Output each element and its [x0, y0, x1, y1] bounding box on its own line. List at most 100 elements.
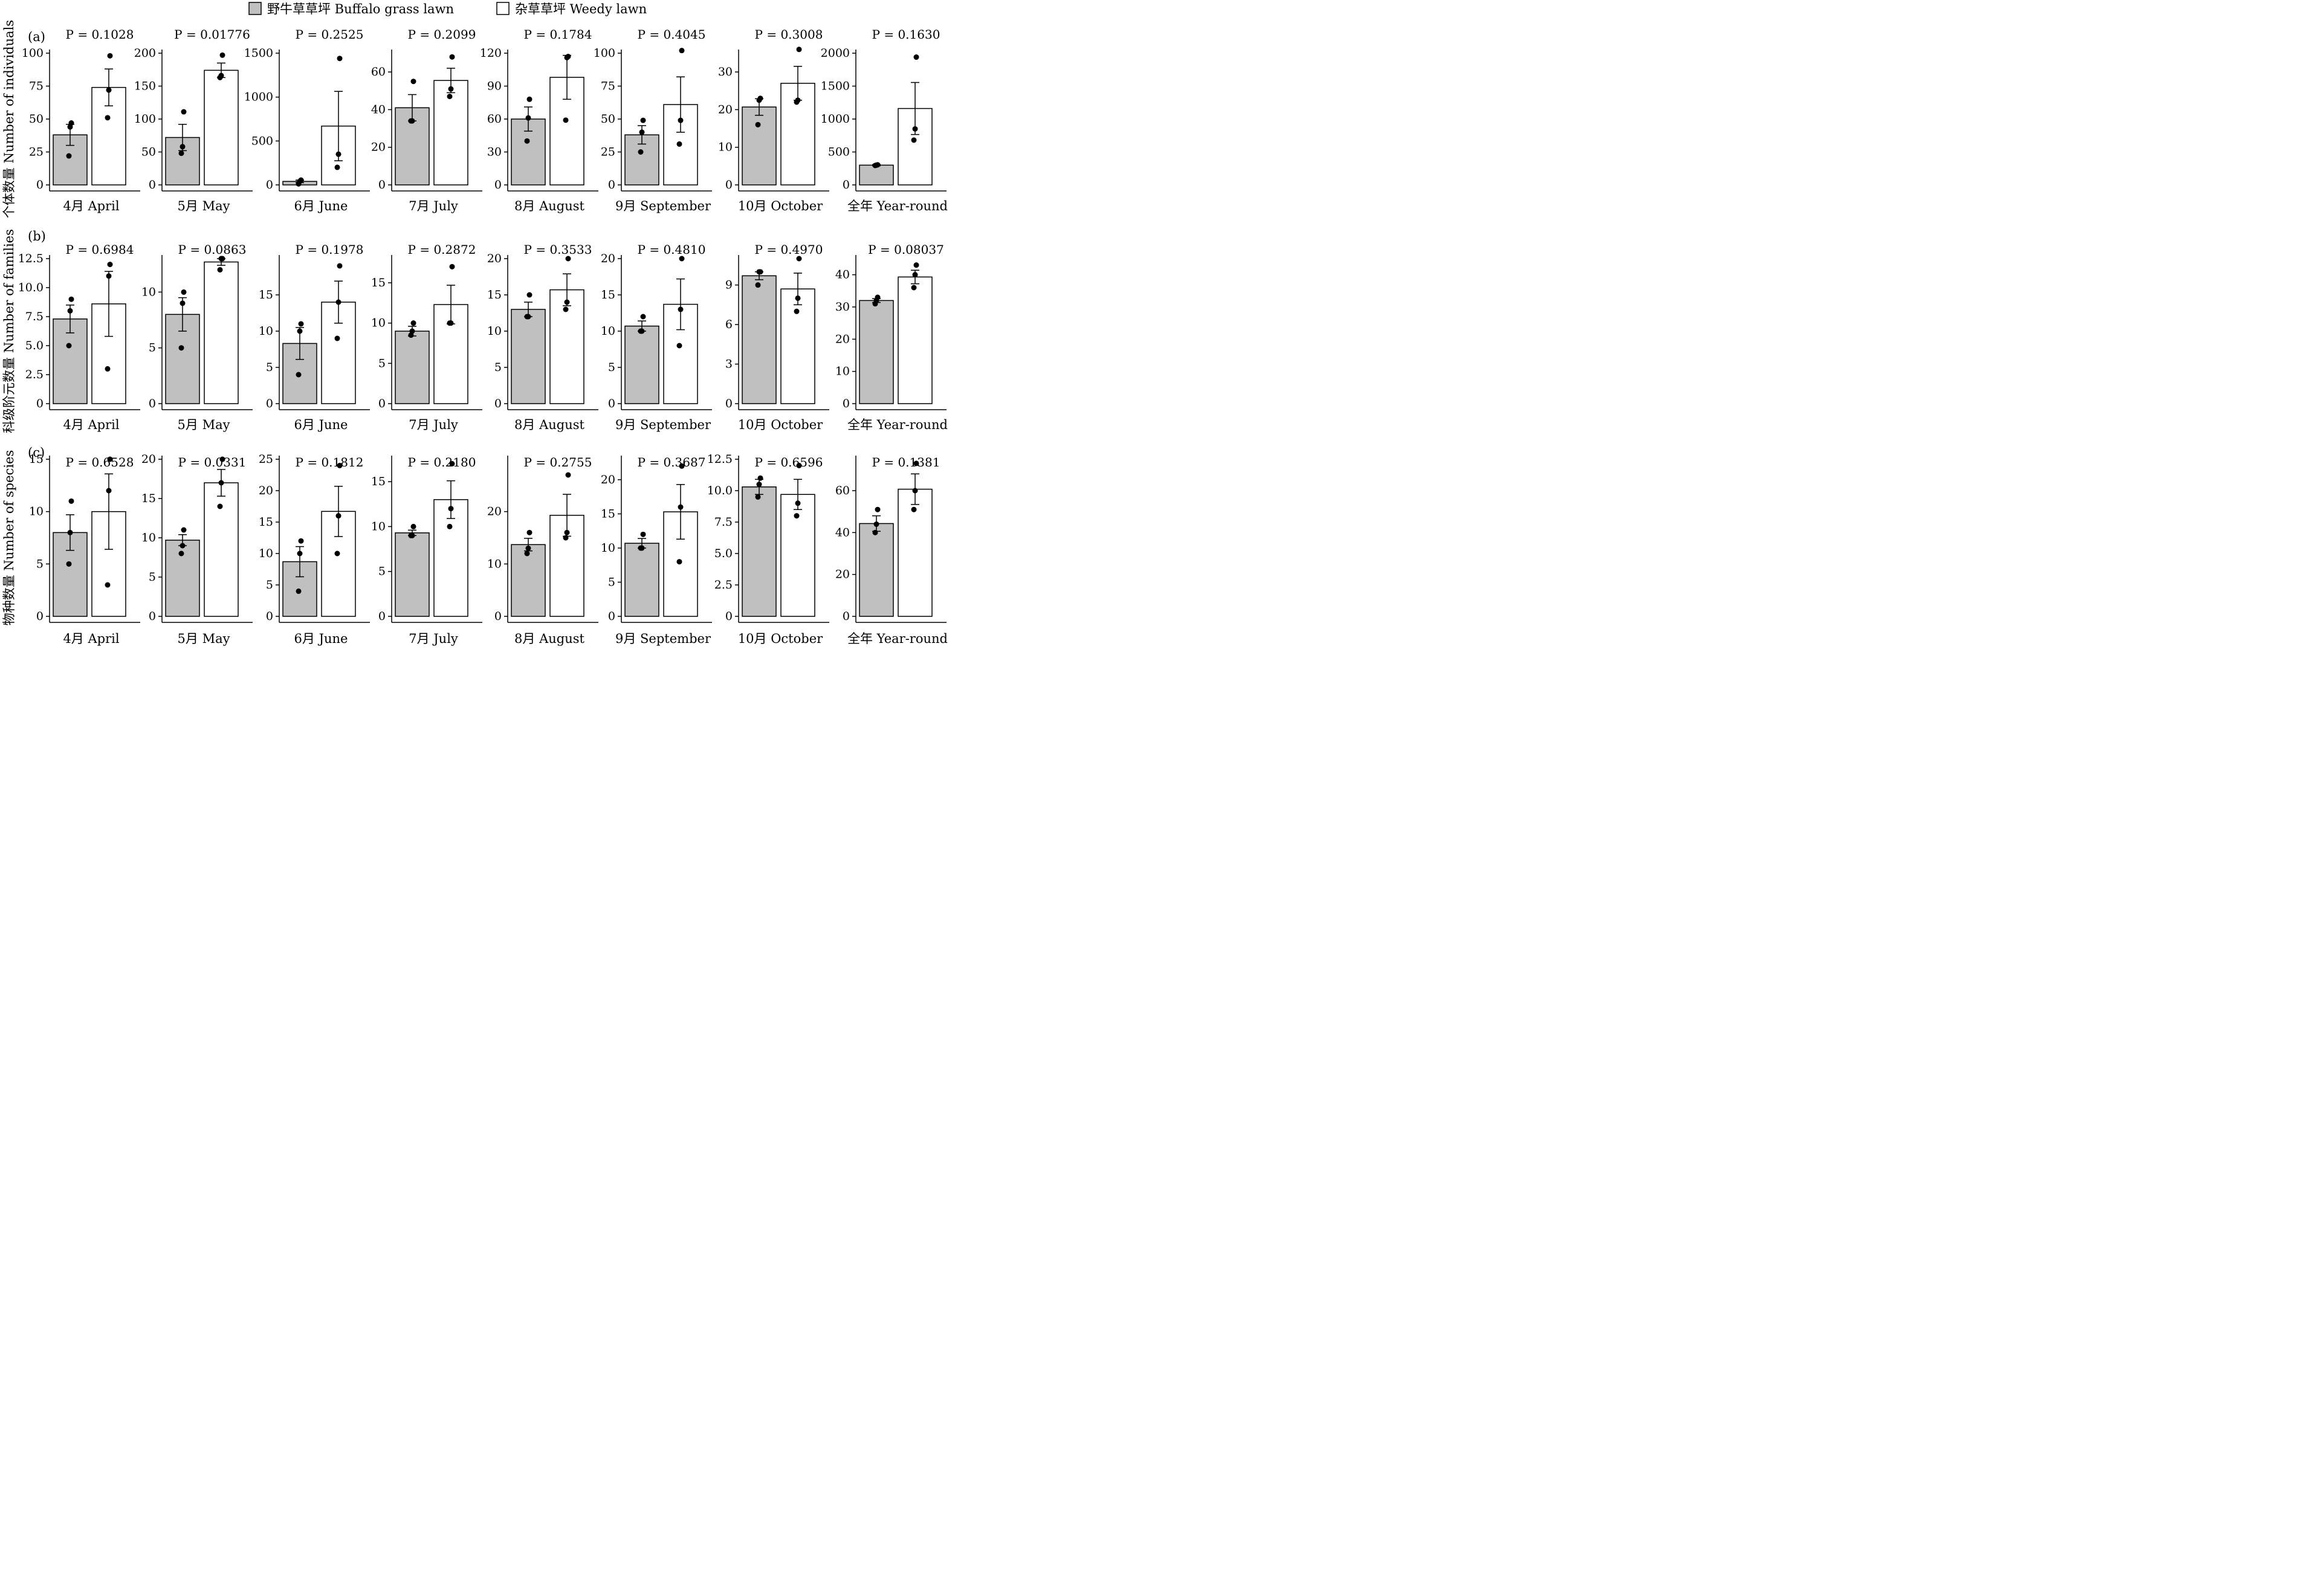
x-category-label: 10月 October: [738, 631, 823, 646]
replicate-point: [526, 96, 532, 102]
panel-letter-b: (b): [28, 229, 46, 244]
replicate-point: [107, 53, 113, 59]
y-tick-label: 5.0: [714, 547, 733, 560]
y-tick-label: 7.5: [714, 515, 733, 529]
panel-letter: (b): [28, 229, 46, 244]
y-tick-label: 12.5: [707, 453, 733, 466]
y-tick-label: 10: [601, 541, 615, 555]
replicate-point: [875, 162, 881, 168]
bar-buffalo-grass: [511, 309, 546, 404]
chart-panel: 0 5 10 15 P = 0.6528 4月 April: [29, 453, 140, 646]
chart-panel: 0 2.5 5.0 7.5 10.0 12.5 P = 0.6984 4月 April: [18, 242, 140, 432]
y-tick-label: 0: [149, 178, 156, 192]
y-tick-label: 25: [259, 453, 273, 466]
y-tick-label: 150: [134, 80, 156, 93]
y-tick-label: 10: [141, 531, 156, 544]
y-tick-label: 1000: [821, 112, 850, 126]
p-value-label: P = 0.6984: [66, 242, 134, 257]
y-tick-label: 1500: [244, 47, 273, 60]
replicate-point: [796, 256, 802, 262]
x-category-label: 10月 October: [738, 418, 823, 432]
y-tick-label: 20: [718, 103, 733, 116]
replicate-point: [795, 97, 801, 103]
y-axis-label: 物种数量 Number of species: [2, 450, 16, 626]
replicate-point: [795, 295, 801, 301]
p-value-label: P = 0.1812: [296, 455, 364, 470]
replicate-point: [296, 588, 302, 594]
replicate-point: [298, 177, 304, 183]
y-tick-label: 100: [594, 47, 615, 60]
y-tick-label: 10: [371, 317, 386, 330]
bar-buffalo-grass: [511, 544, 546, 617]
replicate-point: [449, 460, 455, 466]
y-tick-label: 0: [378, 178, 386, 192]
y-tick-label: 20: [487, 505, 502, 518]
y-tick-label: 40: [835, 268, 850, 282]
replicate-point: [297, 328, 303, 334]
replicate-point: [180, 144, 186, 150]
chart-panel: 0 20 40 60 P = 0.1381 全年 Year-round: [835, 455, 948, 646]
bar-weedy-lawn: [549, 289, 584, 404]
replicate-point: [105, 115, 111, 121]
y-tick-label: 20: [835, 332, 850, 346]
replicate-point: [449, 54, 455, 60]
y-tick-label: 5: [378, 565, 386, 578]
y-tick-label: 5: [608, 361, 615, 374]
replicate-point: [178, 345, 184, 351]
y-tick-label: 6: [725, 318, 733, 331]
replicate-point: [66, 153, 72, 159]
replicate-point: [337, 56, 343, 62]
chart-panel: 0 25 50 75 100 P = 0.1028 4月 April: [22, 27, 140, 213]
bar-weedy-lawn: [898, 276, 933, 404]
chart-panel: 0 10 20 P = 0.2755 8月 August: [487, 455, 598, 646]
replicate-point: [178, 150, 184, 157]
replicate-point: [639, 129, 645, 135]
replicate-point: [755, 282, 761, 288]
replicate-point: [639, 328, 645, 334]
bar-buffalo-grass: [395, 331, 430, 404]
replicate-point: [337, 263, 343, 269]
y-tick-label: 50: [601, 112, 615, 126]
replicate-point: [219, 52, 225, 58]
chart-panel: 0 2.5 5.0 7.5 10.0 12.5 P = 0.6596 10月 October: [707, 453, 829, 646]
figure: 野牛草草坪 Buffalo grass lawn 杂草草坪 Weedy lawn…: [0, 0, 948, 648]
y-tick-label: 75: [601, 80, 615, 93]
p-value-label: P = 0.4970: [755, 242, 823, 257]
replicate-point: [679, 256, 685, 262]
chart-panel: 0 5 10 15 P = 0.1978 6月 June: [259, 242, 370, 432]
bar-buffalo-grass: [624, 325, 659, 404]
x-category-label: 4月 April: [63, 418, 119, 432]
y-tick-label: 5: [266, 361, 273, 374]
replicate-point: [66, 561, 72, 567]
replicate-point: [565, 472, 571, 478]
y-tick-label: 5: [149, 341, 156, 355]
y-tick-label: 15: [259, 288, 273, 302]
y-tick-label: 0: [266, 397, 273, 410]
replicate-point: [181, 289, 187, 295]
replicate-point: [219, 256, 225, 262]
chart-panel: 0 5 10 15 20 P = 0.0331 5月 May: [141, 453, 253, 646]
p-value-label: P = 0.1784: [524, 27, 592, 42]
y-tick-label: 0: [149, 610, 156, 623]
y-tick-label: 20: [141, 453, 156, 466]
panel-letter: (a): [28, 30, 45, 44]
p-value-label: P = 0.0863: [178, 242, 247, 257]
replicate-point: [297, 550, 303, 557]
p-value-label: P = 0.4045: [638, 27, 706, 42]
chart-row-b: 科级阶元数量 Number of families 0 2.5 5.0 7.5 10.0 1…: [2, 229, 948, 433]
replicate-point: [676, 559, 682, 565]
replicate-point: [913, 262, 919, 268]
replicate-point: [679, 48, 685, 54]
y-axis-label: 个体数量 Number of individuals: [2, 20, 16, 218]
replicate-point: [638, 149, 644, 155]
y-tick-label: 100: [22, 47, 44, 60]
replicate-point: [107, 456, 113, 462]
chart-panel: 0 5 10 P = 0.0863 5月 May: [141, 242, 253, 432]
y-tick-label: 0: [608, 397, 615, 410]
x-category-label: 全年 Year-round: [847, 631, 948, 646]
p-value-label: P = 0.3533: [524, 242, 592, 257]
chart-panel: 0 50 100 150 200 P = 0.01776 5月 May: [134, 27, 253, 213]
replicate-point: [67, 308, 73, 314]
p-value-label: P = 0.3687: [638, 455, 706, 470]
